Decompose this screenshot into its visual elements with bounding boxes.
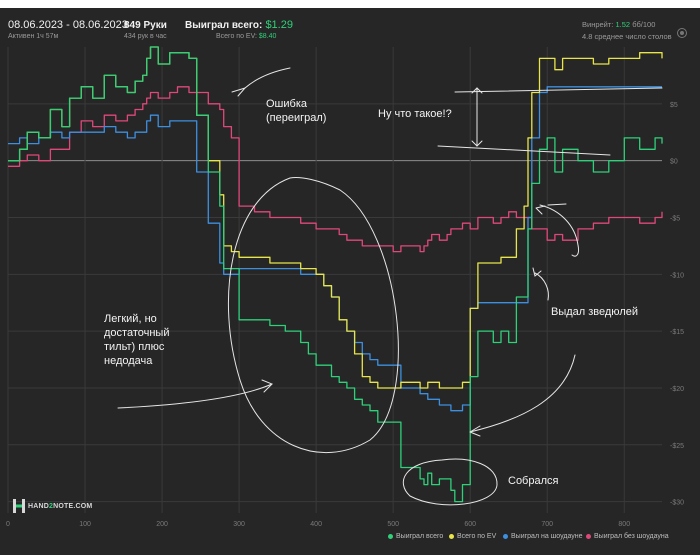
annotation-measure-line-low [437,145,611,156]
annotation-tilt-circle [227,177,399,454]
annotation-arrow-down-head [469,425,481,437]
annotation-measure-head-bottom [471,140,483,147]
hands-count: 849 Руки [124,20,167,31]
annotation-gathered: Собрался [508,475,559,487]
x-tick-label: 700 [541,521,553,528]
annotation-arrow-tilt [117,383,273,409]
annotation-arrow-coolers [534,272,549,301]
y-tick-label: -$15 [670,329,684,336]
legend-dot-pink [586,533,591,539]
annotation-arrow-coolers-curve [539,204,579,257]
y-tick-label: -$30 [670,500,684,507]
annotation-arrow-mistake-head [231,87,247,97]
hand2note-logo-icon [13,499,25,513]
ev-total: Всего по EV: $8.40 [216,33,276,40]
hand2note-logo-text: HAND2NOTE.COM [28,503,92,510]
logo-text-note: NOTE.COM [53,503,93,510]
x-tick-label: 200 [156,521,168,528]
annotation-gathered-circle [402,458,498,506]
series-line-3 [8,86,663,253]
y-tick-label: $5 [670,102,678,109]
gear-icon[interactable] [677,28,687,38]
annotation-arrow-mistake [244,67,291,89]
annotation-tilt: Легкий, но достаточный тильт) плюс недод… [104,313,170,367]
legend-dot-yellow [449,533,454,539]
x-tick-label: 400 [310,521,322,528]
won-total-value: $1.29 [265,19,293,31]
winrate-label: Винрейт: [582,20,614,29]
annotation-what: Ну что такое!? [378,108,452,120]
legend-label-ev-total: Всего по EV [457,533,497,540]
legend-item-won-total[interactable]: Выиграл всего [388,533,443,540]
legend-item-non-showdown[interactable]: Выиграл без шоудауна [586,533,669,540]
winrate-suffix: бб/100 [632,20,656,29]
y-tick-label: -$5 [670,215,680,222]
active-time: Активен 1ч 57м [8,33,59,40]
logo-text-hand: HAND [28,503,50,510]
y-tick-label: -$25 [670,443,684,450]
y-tick-label: -$10 [670,272,684,279]
legend-dot-blue [503,533,508,539]
winrate: Винрейт: 1.52 бб/100 [582,20,655,29]
x-tick-label: 300 [233,521,245,528]
annotation-arrow-coolers-curve-head [535,205,546,215]
annotation-mistake: Ошибка (переиграл) [266,98,327,124]
hands-per-hour: 434 рук в час [124,33,167,40]
x-tick-label: 800 [618,521,630,528]
annotation-coolers: Выдал зведюлей [551,306,639,318]
series-line-0 [8,46,663,503]
legend-label-showdown: Выиграл на шоудауне [511,533,583,540]
legend-label-non-showdown: Выиграл без шоудауна [594,533,669,540]
logo-text-2: 2 [49,503,54,510]
x-tick-label: 600 [464,521,476,528]
won-total: Выиграл всего: $1.29 [185,19,293,31]
annotation-measure-line-high [454,87,663,93]
x-tick-label: 500 [387,521,399,528]
tables-average: 4.8 среднее число столов [582,32,672,41]
legend-dot-green [388,533,393,539]
legend-item-showdown[interactable]: Выиграл на шоудауне [503,533,583,540]
annotation-arrow-down [469,354,576,433]
winrate-value: 1.52 [615,20,631,29]
legend-item-ev-total[interactable]: Всего по EV [449,533,496,540]
ev-total-value: $8.40 [258,33,277,40]
date-range: 08.06.2023 - 08.06.2023 [8,19,128,31]
legend-label-won-total: Выиграл всего [396,533,444,540]
x-tick-label: 0 [6,521,10,528]
graph-panel: 08.06.2023 - 08.06.2023 Активен 1ч 57м 8… [0,8,700,555]
y-tick-label: -$20 [670,386,684,393]
y-tick-label: $0 [670,159,678,166]
annotation-dash [547,203,567,206]
x-tick-label: 100 [79,521,91,528]
annotation-arrow-coolers-head [532,267,542,277]
annotation-arrow-tilt-head [261,379,273,393]
won-total-label: Выиграл всего: [185,20,263,31]
ev-total-label: Всего по EV: [216,33,257,40]
